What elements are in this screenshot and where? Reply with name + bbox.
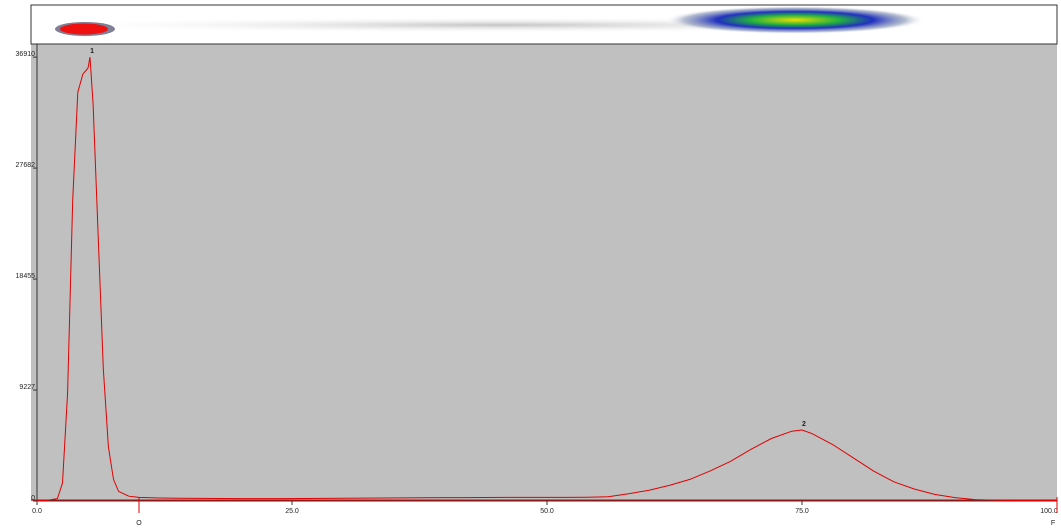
- x-tick-label: 25.0: [285, 508, 299, 515]
- y-tick-label: 27682: [16, 162, 36, 169]
- chart: 0 9227 18455 27682 36910 0.0 25.0 50.0 75.0 100.0…: [0, 0, 1061, 531]
- image-spot: [665, 6, 925, 34]
- y-tick-label: 18455: [16, 273, 36, 280]
- x-tick-label: 50.0: [540, 508, 554, 515]
- y-tick-label: 36910: [16, 51, 36, 58]
- y-tick-label: 0: [31, 495, 35, 502]
- marker-label: O: [136, 520, 142, 527]
- x-tick-label: 0.0: [32, 508, 42, 515]
- y-tick-label: 9227: [19, 384, 35, 391]
- x-tick-label: 75.0: [795, 508, 809, 515]
- marker-label: F: [1051, 520, 1055, 527]
- page: 0 9227 18455 27682 36910 0.0 25.0 50.0 75.0 100.0…: [0, 0, 1061, 531]
- peak-label: 2: [802, 421, 806, 428]
- plot-area: [31, 44, 1057, 501]
- peak-label: 1: [90, 48, 94, 55]
- image-spot: [60, 24, 108, 35]
- x-tick-label: 100.0: [1040, 508, 1058, 515]
